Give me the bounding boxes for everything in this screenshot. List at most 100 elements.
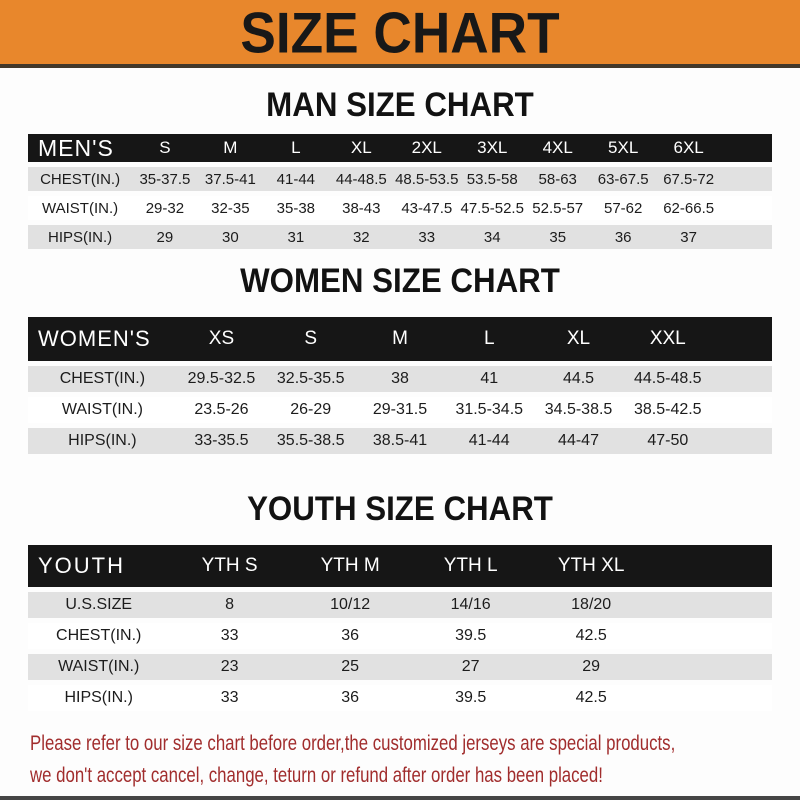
row-spacer (721, 167, 772, 191)
column-header: YTH XL (530, 545, 652, 587)
size-cell: 44-48.5 (328, 167, 395, 191)
column-header: XL (533, 317, 624, 361)
size-cell: 38.5-41 (355, 428, 445, 454)
size-cell: 37.5-41 (197, 167, 264, 191)
size-cell: 57-62 (590, 196, 656, 220)
column-header: XL (328, 134, 395, 162)
size-cell: 42.5 (530, 623, 652, 649)
women-section-title: WOMEN SIZE CHART (240, 262, 560, 300)
size-cell: 67.5-72 (655, 167, 722, 191)
size-cell: 48.5-53.5 (394, 167, 460, 191)
size-cell: 47.5-52.5 (459, 196, 525, 220)
size-cell: 33 (394, 225, 460, 249)
size-cell: 25 (289, 654, 411, 680)
page-title: SIZE CHART (240, 0, 560, 65)
size-cell: 58-63 (524, 167, 591, 191)
table-header-row: MEN'S S M L XL 2XL 3XL 4XL 5XL 6XL (28, 134, 772, 162)
size-cell: 35 (524, 225, 591, 249)
row-spacer (651, 592, 772, 618)
row-label: CHEST(IN.) (28, 167, 133, 191)
banner: SIZE CHART (0, 0, 800, 68)
column-header: 6XL (655, 134, 722, 162)
size-cell: 29-32 (132, 196, 198, 220)
row-label: WAIST(IN.) (28, 196, 133, 220)
size-cell: 18/20 (530, 592, 652, 618)
column-header: XXL (623, 317, 713, 361)
header-spacer (712, 317, 772, 361)
size-cell: 32 (328, 225, 395, 249)
footer-note-line1: Please refer to our size chart before or… (30, 732, 676, 755)
row-spacer (651, 623, 772, 649)
size-cell: 35.5-38.5 (266, 428, 356, 454)
size-cell: 29-31.5 (355, 397, 445, 423)
column-header: YTH M (289, 545, 411, 587)
size-cell: 27 (410, 654, 531, 680)
row-spacer (721, 196, 772, 220)
size-cell: 23 (169, 654, 290, 680)
size-cell: 32.5-35.5 (266, 366, 356, 392)
size-cell: 35-38 (263, 196, 329, 220)
size-cell: 35-37.5 (132, 167, 198, 191)
column-header: 2XL (394, 134, 460, 162)
table-header-label: YOUTH (28, 545, 170, 587)
row-spacer (721, 225, 772, 249)
size-cell: 29 (530, 654, 652, 680)
size-cell: 29.5-32.5 (176, 366, 267, 392)
row-label: HIPS(IN.) (28, 685, 170, 711)
row-spacer (651, 654, 772, 680)
column-header: M (355, 317, 445, 361)
table-row: U.S.SIZE 8 10/12 14/16 18/20 (28, 592, 772, 618)
table-row: HIPS(IN.) 33-35.5 35.5-38.5 38.5-41 41-44 44-… (28, 428, 772, 454)
women-size-table: WOMEN'S XS S M L XL XXL CHEST(IN.) 29.5-32.5 32.5… (28, 312, 772, 459)
size-cell: 36 (590, 225, 656, 249)
table-row: HIPS(IN.) 29 30 31 32 33 34 35 36 37 (28, 225, 772, 249)
row-spacer (651, 685, 772, 711)
column-header: S (266, 317, 356, 361)
column-header: 4XL (524, 134, 591, 162)
size-cell: 10/12 (289, 592, 411, 618)
size-cell: 44.5-48.5 (623, 366, 713, 392)
table-row: WAIST(IN.) 23 25 27 29 (28, 654, 772, 680)
size-cell: 26-29 (266, 397, 356, 423)
row-spacer (712, 366, 772, 392)
footer-note: Please refer to our size chart before or… (30, 728, 790, 792)
size-cell: 30 (197, 225, 264, 249)
size-cell: 53.5-58 (459, 167, 525, 191)
table-row: CHEST(IN.) 29.5-32.5 32.5-35.5 38 41 44.5 44.5… (28, 366, 772, 392)
table-header-label: WOMEN'S (28, 317, 177, 361)
size-cell: 44-47 (533, 428, 624, 454)
row-label: HIPS(IN.) (28, 428, 177, 454)
table-row: CHEST(IN.) 33 36 39.5 42.5 (28, 623, 772, 649)
size-cell: 41-44 (263, 167, 329, 191)
size-cell: 41-44 (444, 428, 534, 454)
size-cell: 33 (169, 623, 290, 649)
table-header-row: YOUTH YTH S YTH M YTH L YTH XL (28, 545, 772, 587)
size-cell: 47-50 (623, 428, 713, 454)
youth-size-table: YOUTH YTH S YTH M YTH L YTH XL U.S.SIZE 8 10/12… (28, 540, 772, 716)
column-header: YTH L (410, 545, 531, 587)
size-cell: 41 (444, 366, 534, 392)
column-header: 5XL (590, 134, 656, 162)
size-cell: 42.5 (530, 685, 652, 711)
size-cell: 39.5 (410, 685, 531, 711)
header-spacer (721, 134, 772, 162)
size-cell: 33 (169, 685, 290, 711)
size-cell: 36 (289, 685, 411, 711)
table-row: HIPS(IN.) 33 36 39.5 42.5 (28, 685, 772, 711)
column-header: YTH S (169, 545, 290, 587)
table-row: CHEST(IN.) 35-37.5 37.5-41 41-44 44-48.5 48.5… (28, 167, 772, 191)
column-header: M (197, 134, 264, 162)
size-cell: 14/16 (410, 592, 531, 618)
column-header: XS (176, 317, 267, 361)
size-cell: 37 (655, 225, 722, 249)
size-cell: 44.5 (533, 366, 624, 392)
column-header: L (263, 134, 329, 162)
size-cell: 23.5-26 (176, 397, 267, 423)
size-cell: 32-35 (197, 196, 264, 220)
size-cell: 63-67.5 (590, 167, 656, 191)
table-row: WAIST(IN.) 29-32 32-35 35-38 38-43 43-47.5 47.… (28, 196, 772, 220)
row-label: WAIST(IN.) (28, 654, 170, 680)
size-cell: 62-66.5 (655, 196, 722, 220)
column-header: 3XL (459, 134, 525, 162)
